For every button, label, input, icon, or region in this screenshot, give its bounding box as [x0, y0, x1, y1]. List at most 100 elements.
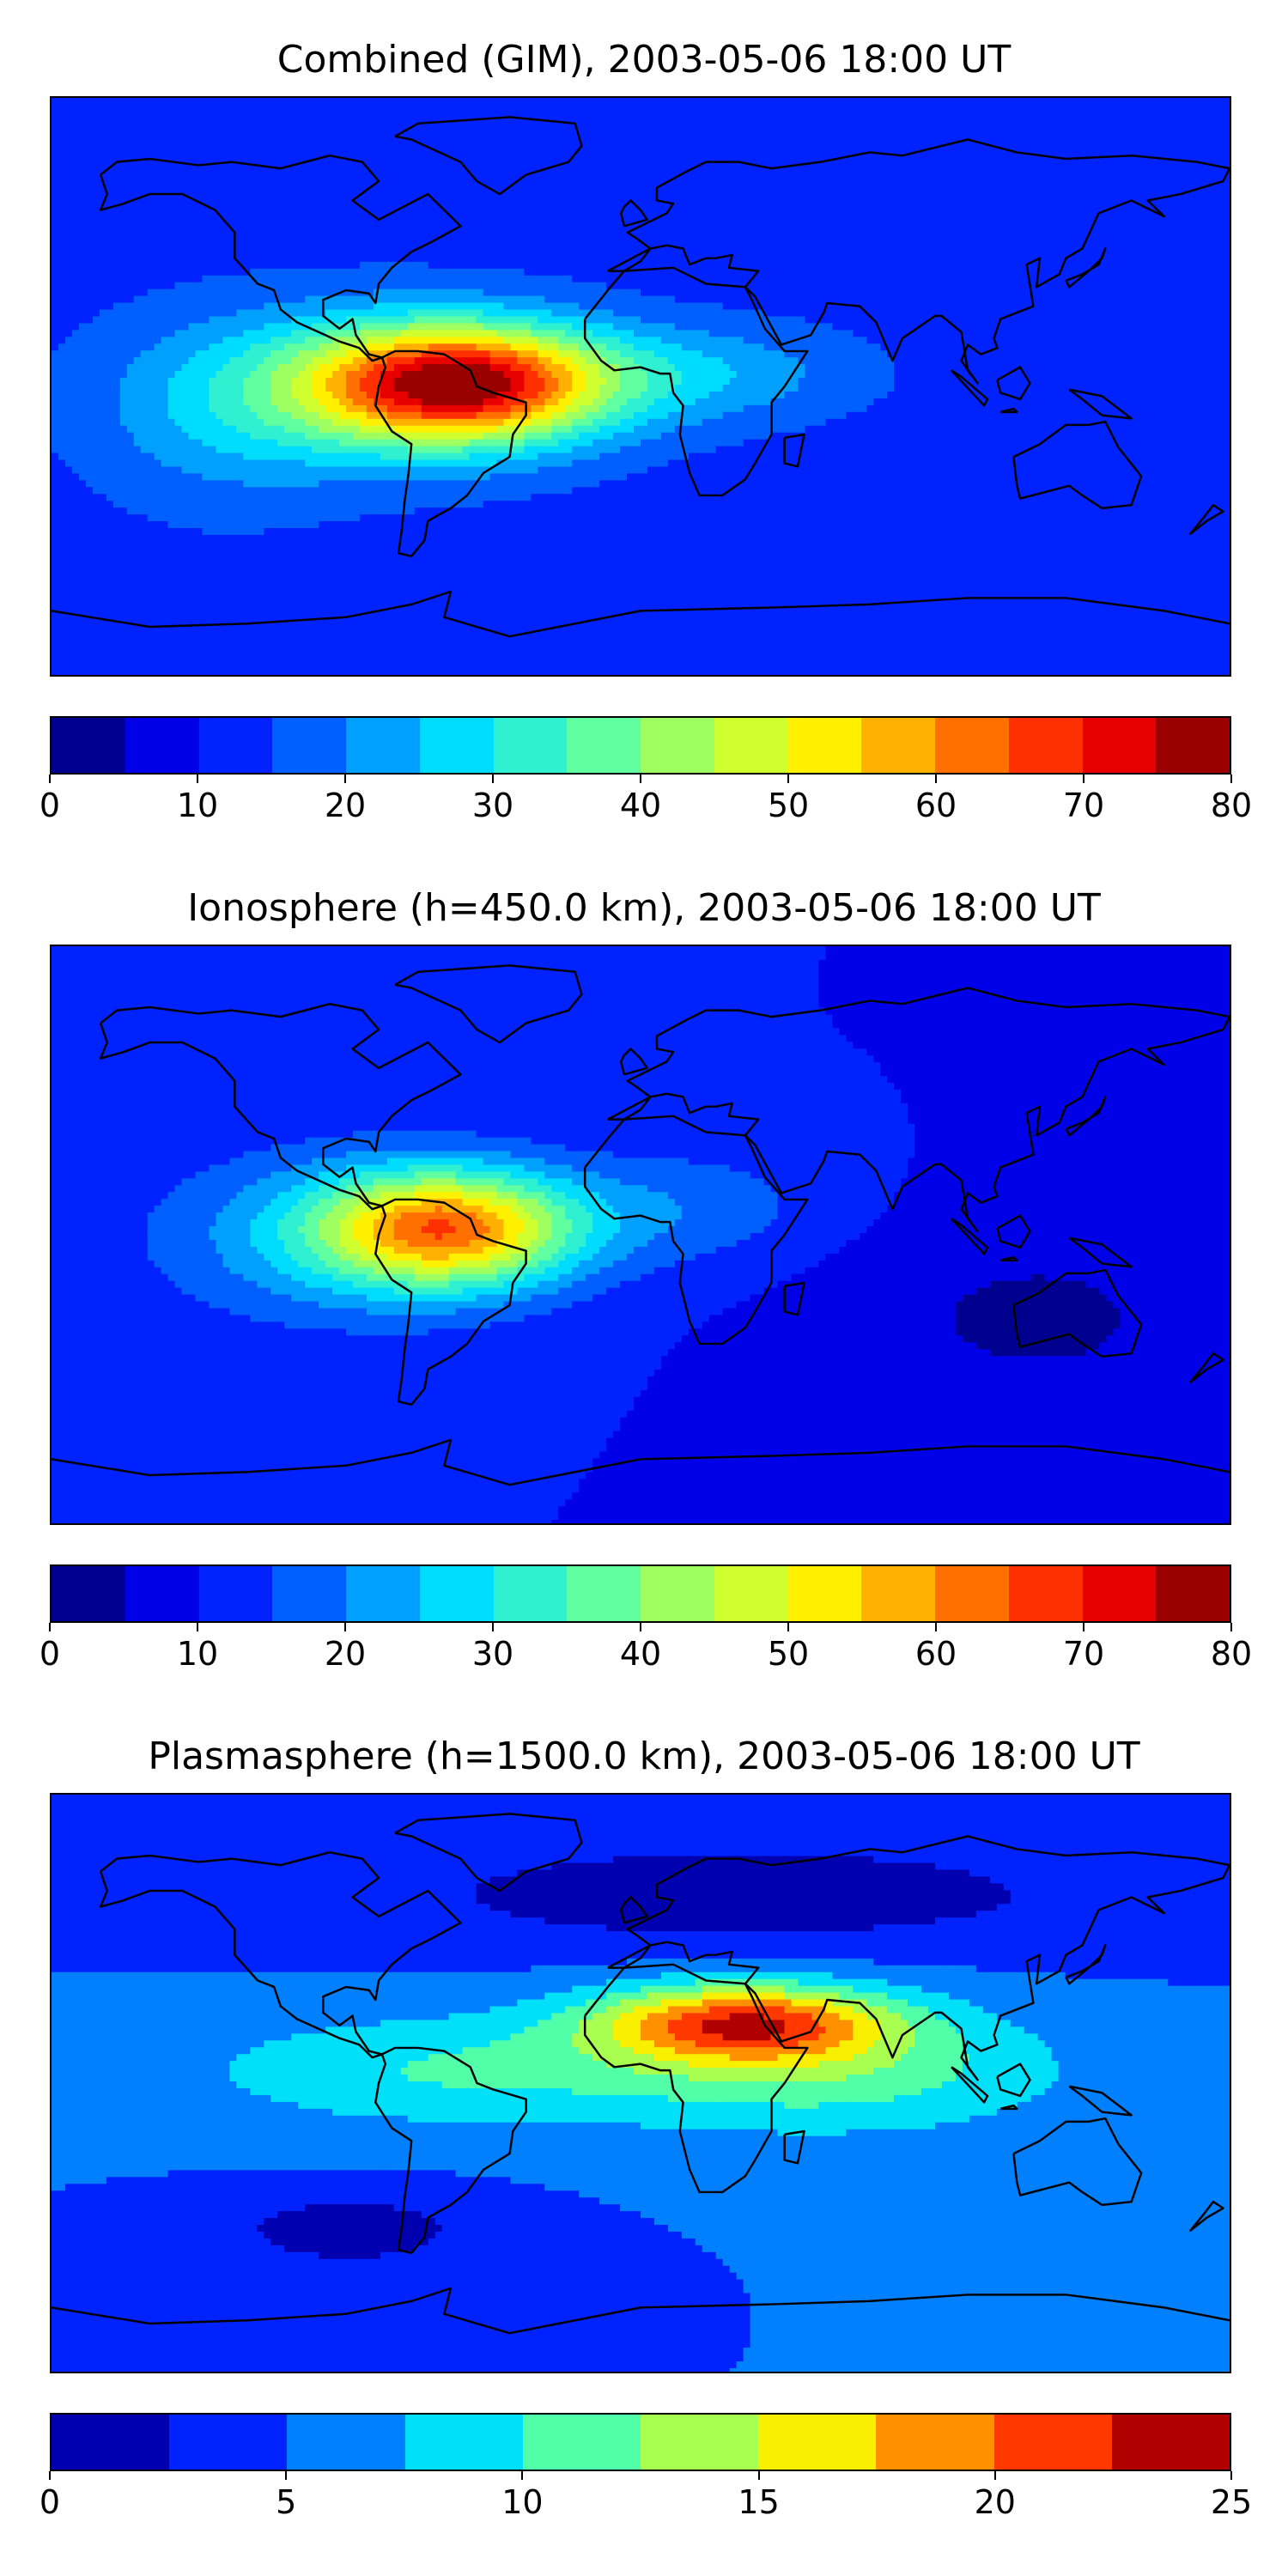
contour-cell — [818, 221, 826, 228]
contour-cell — [1099, 118, 1107, 126]
contour-cell — [941, 118, 950, 126]
contour-cell — [894, 254, 902, 263]
contour-cell — [366, 214, 374, 222]
contour-cell — [195, 125, 203, 133]
contour-cell — [627, 282, 635, 290]
contour-cell — [866, 282, 874, 290]
contour-cell — [1099, 241, 1107, 249]
contour-cell — [92, 289, 100, 297]
contour-cell — [791, 138, 799, 147]
contour-cell — [715, 289, 724, 297]
contour-cell — [64, 282, 73, 290]
contour-cell — [188, 131, 197, 140]
contour-cell — [133, 131, 142, 140]
contour-cell — [839, 268, 847, 276]
contour-cell — [880, 145, 888, 154]
contour-cell — [1003, 247, 1012, 256]
contour-cell — [58, 186, 66, 194]
contour-cell — [914, 152, 922, 161]
contour-cell — [599, 282, 607, 290]
contour-cell — [1024, 173, 1032, 180]
contour-cell — [1030, 152, 1039, 161]
contour-cell — [1072, 131, 1080, 140]
contour-cell — [941, 268, 950, 276]
contour-cell — [955, 234, 963, 242]
contour-cell — [798, 98, 805, 106]
contour-cell — [1037, 125, 1046, 133]
contour-cell — [209, 166, 216, 173]
contour-cell — [921, 159, 929, 167]
contour-cell — [52, 111, 59, 119]
contour-cell — [770, 173, 779, 180]
contour-cell — [489, 173, 497, 180]
contour-cell — [722, 104, 731, 112]
contour-cell — [538, 254, 545, 263]
contour-cell — [202, 166, 210, 173]
contour-cell — [78, 104, 87, 112]
contour-cell — [1051, 138, 1060, 147]
contour-cell — [620, 98, 628, 106]
contour-cell — [517, 186, 525, 194]
contour-cell — [1065, 200, 1073, 208]
contour-cell — [989, 98, 998, 106]
contour-cell — [777, 247, 786, 256]
contour-cell — [503, 193, 511, 201]
contour-cell — [188, 214, 197, 222]
contour-cell — [586, 207, 593, 215]
contour-cell — [414, 247, 422, 256]
contour-cell — [660, 138, 669, 147]
contour-cell — [407, 152, 416, 161]
contour-cell — [483, 254, 491, 263]
contour-cell — [674, 152, 683, 161]
contour-cell — [873, 138, 881, 147]
contour-cell — [106, 275, 114, 283]
contour-cell — [572, 173, 580, 180]
contour-cell — [1017, 200, 1025, 208]
contour-cell — [599, 254, 607, 263]
contour-cell — [441, 261, 450, 270]
contour-cell — [216, 179, 223, 187]
contour-cell — [257, 234, 264, 242]
contour-cell — [708, 207, 717, 215]
contour-cell — [291, 241, 299, 249]
contour-cell — [1188, 234, 1196, 242]
contour-cell — [921, 289, 929, 297]
contour-cell — [921, 152, 929, 161]
contour-cell — [873, 247, 881, 256]
contour-cell — [346, 207, 354, 215]
contour-cell — [58, 193, 66, 201]
contour-cell — [359, 261, 368, 270]
contour-cell — [119, 234, 128, 242]
contour-cell — [167, 138, 176, 147]
contour-cell — [825, 282, 833, 290]
contour-cell — [229, 145, 237, 154]
contour-cell — [174, 228, 183, 235]
contour-cell — [1120, 268, 1127, 276]
contour-cell — [647, 214, 655, 222]
contour-cell — [586, 125, 593, 133]
contour-cell — [236, 193, 244, 201]
contour-cell — [1058, 118, 1066, 126]
contour-cell — [941, 228, 950, 235]
contour-cell — [312, 221, 319, 228]
contour-cell — [763, 145, 772, 154]
contour-cell — [1024, 118, 1032, 126]
contour-cell — [846, 261, 854, 270]
contour-cell — [469, 214, 477, 222]
contour-cell — [708, 138, 717, 147]
contour-cell — [1202, 173, 1210, 180]
contour-cell — [209, 282, 216, 290]
contour-cell — [386, 214, 395, 222]
contour-cell — [174, 254, 183, 263]
contour-cell — [119, 241, 128, 249]
contour-cell — [312, 173, 319, 180]
contour-cell — [667, 152, 676, 161]
contour-cell — [818, 145, 826, 154]
contour-cell — [606, 214, 614, 222]
contour-cell — [873, 228, 881, 235]
contour-cell — [1161, 241, 1169, 249]
contour-cell — [1168, 173, 1176, 180]
contour-cell — [1017, 186, 1025, 194]
contour-cell — [887, 289, 895, 297]
contour-cell — [818, 268, 826, 276]
